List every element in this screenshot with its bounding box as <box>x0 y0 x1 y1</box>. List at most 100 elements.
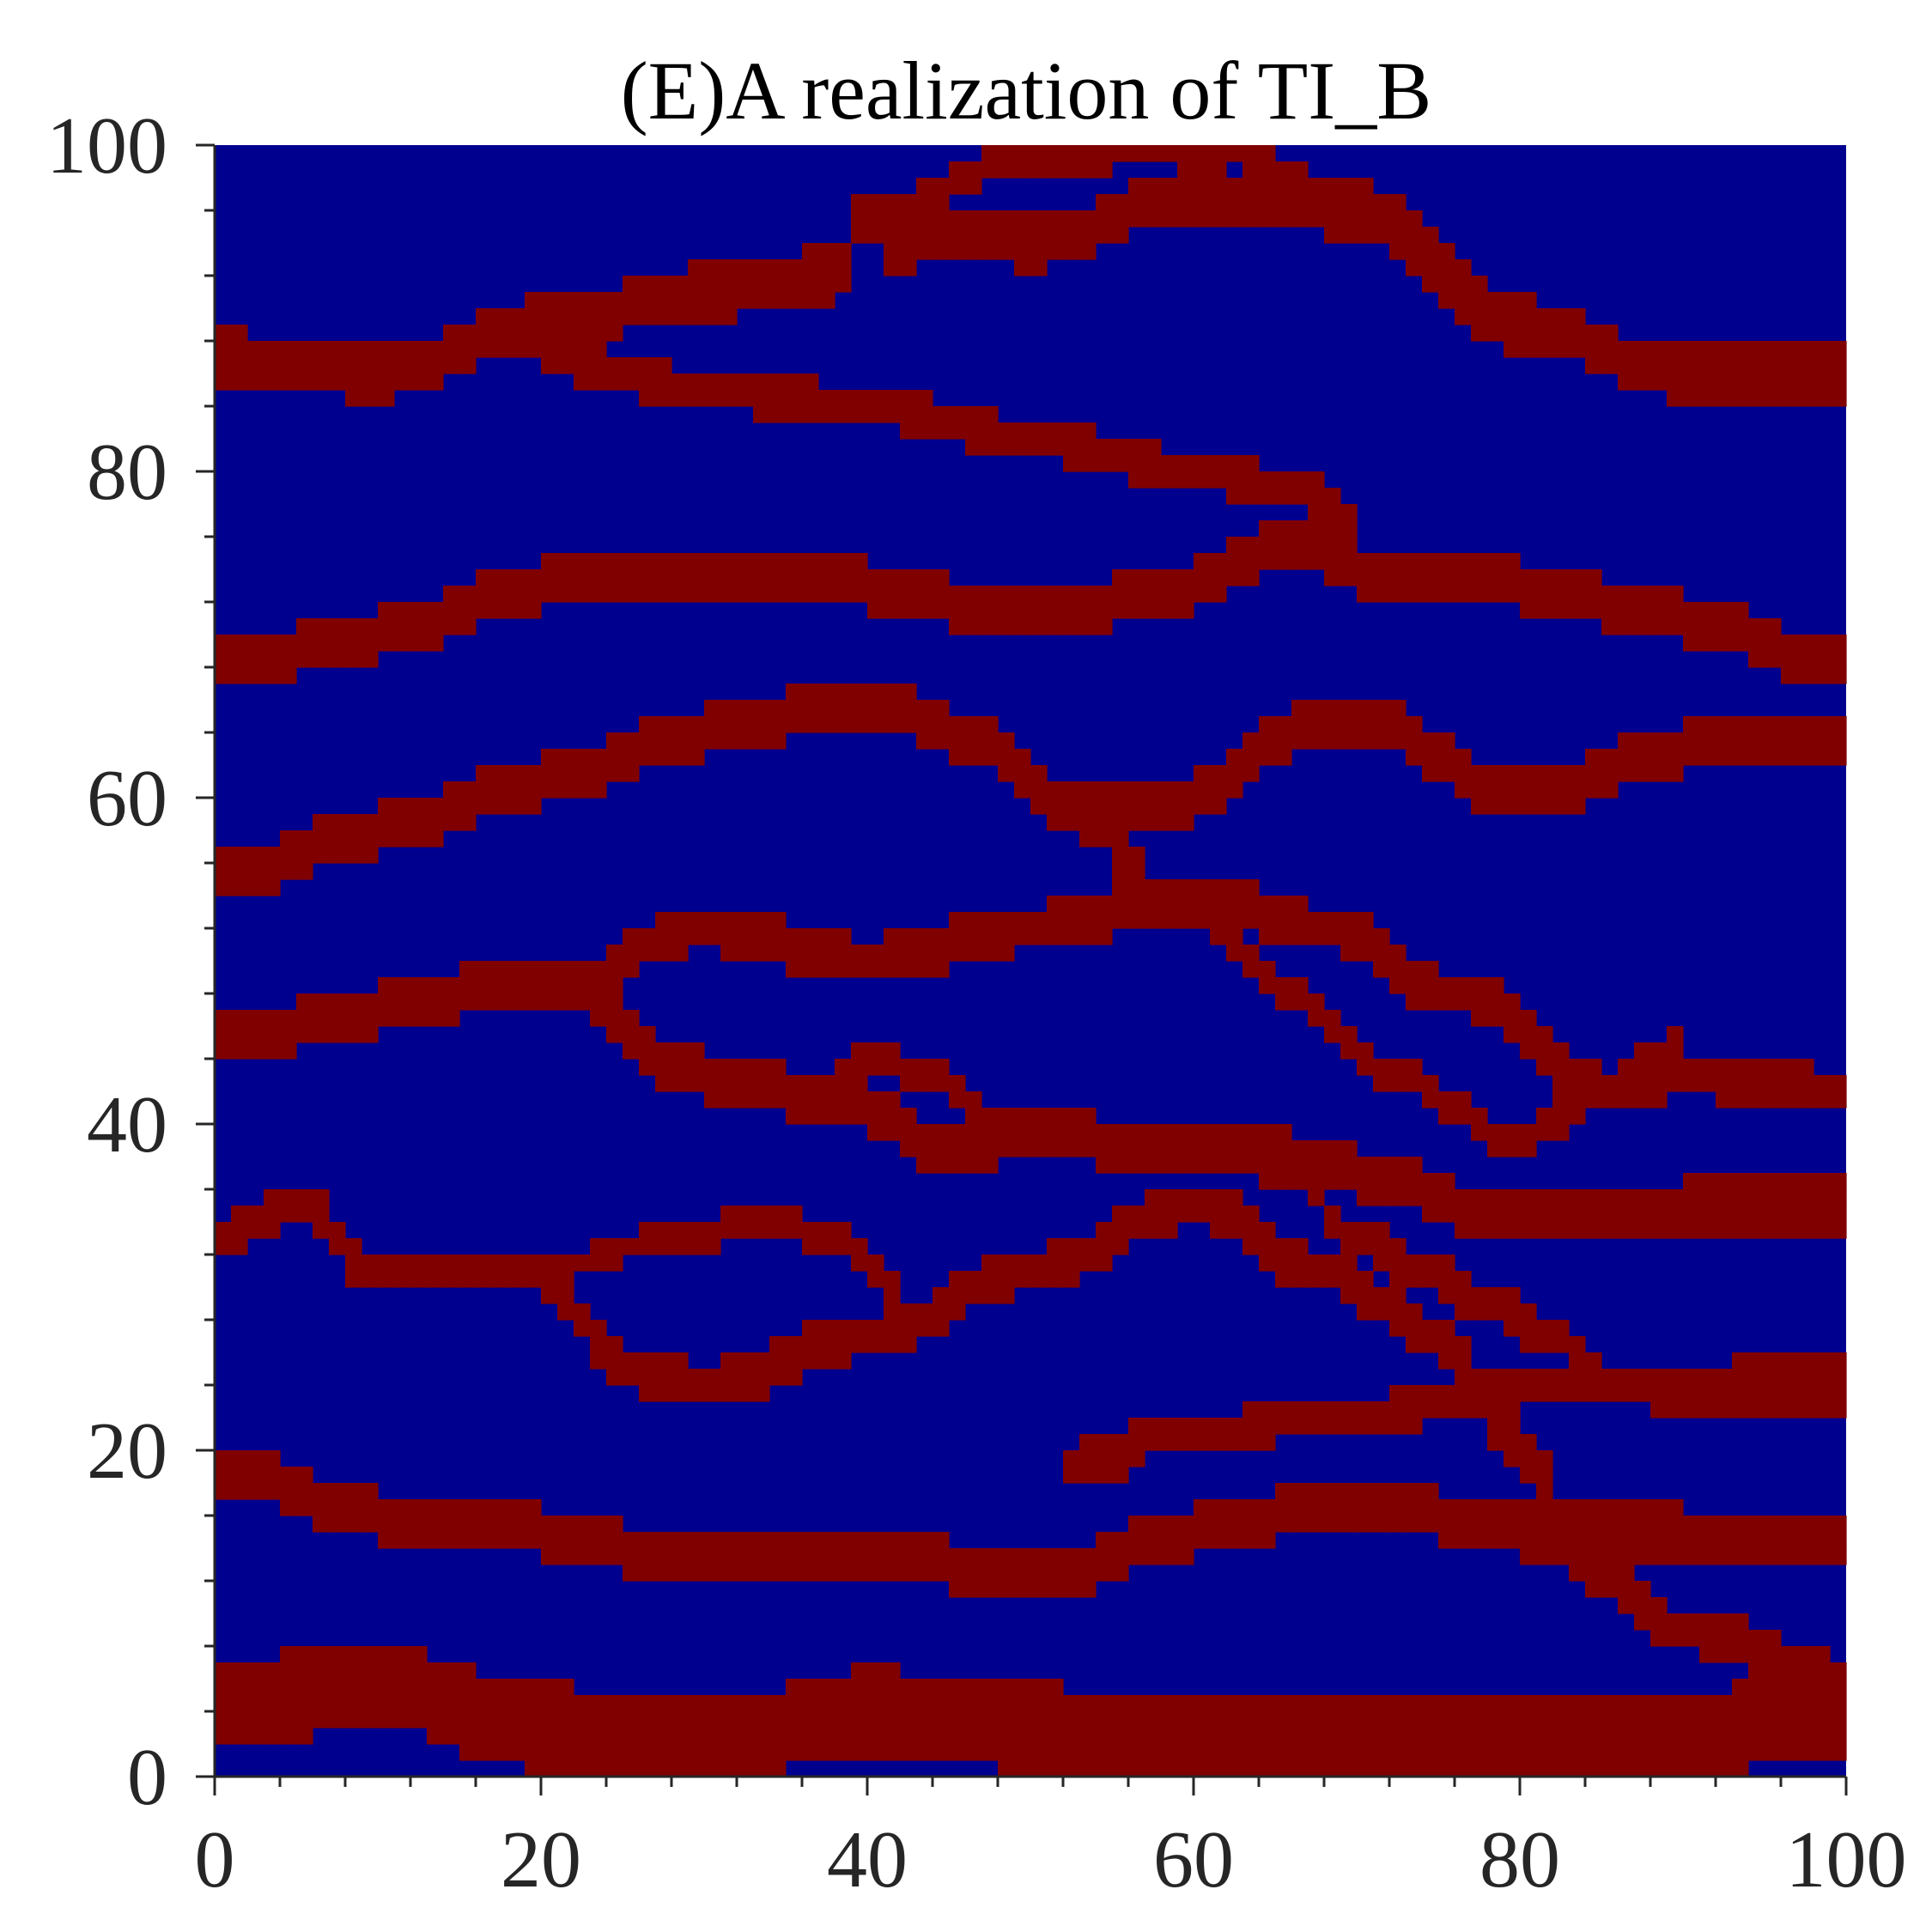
channel-cell <box>1242 1157 1260 1174</box>
channel-cell <box>1438 1695 1455 1712</box>
channel-cell <box>769 912 787 929</box>
channel-cell <box>1259 749 1276 766</box>
channel-cell <box>753 1744 770 1761</box>
channel-cell <box>1389 961 1406 978</box>
channel-cell <box>410 341 428 358</box>
channel-cell <box>916 406 933 423</box>
channel-cell <box>1324 553 1341 570</box>
channel-cell <box>949 1679 966 1696</box>
channel-cell <box>1585 1532 1602 1549</box>
channel-cell <box>394 1679 411 1696</box>
channel-cell <box>1732 357 1749 374</box>
channel-cell <box>1308 488 1325 505</box>
channel-cell <box>590 1516 607 1533</box>
channel-cell <box>1357 1059 1374 1076</box>
channel-cell <box>1128 210 1145 228</box>
channel-cell <box>1732 1760 1749 1777</box>
channel-cell <box>1765 1222 1782 1239</box>
channel-cell <box>949 602 966 619</box>
channel-cell <box>1406 716 1423 733</box>
channel-cell <box>1259 1173 1276 1190</box>
channel-cell <box>1128 194 1145 211</box>
channel-cell <box>1569 1760 1586 1777</box>
channel-cell <box>1128 1728 1145 1745</box>
channel-cell <box>1177 896 1194 913</box>
channel-cell <box>1373 1238 1390 1255</box>
channel-cell <box>1830 1401 1847 1419</box>
channel-cell <box>1765 1352 1782 1370</box>
channel-cell <box>1487 993 1504 1011</box>
channel-cell <box>476 341 493 358</box>
channel-cell <box>916 1320 933 1337</box>
channel-cell <box>1618 765 1635 782</box>
channel-cell <box>541 1255 558 1272</box>
channel-cell <box>606 325 623 342</box>
channel-cell <box>851 1091 868 1109</box>
channel-cell <box>1406 1760 1423 1777</box>
channel-cell <box>1177 1157 1194 1174</box>
channel-cell <box>1210 161 1227 179</box>
channel-cell <box>1422 1760 1439 1777</box>
channel-cell <box>1830 1679 1847 1696</box>
channel-cell <box>361 635 379 652</box>
channel-cell <box>1226 1695 1243 1712</box>
channel-cell <box>1569 325 1586 342</box>
channel-cell <box>949 586 966 603</box>
channel-cell <box>1226 1206 1243 1223</box>
channel-cell <box>1194 1124 1211 1141</box>
channel-cell <box>1716 1711 1733 1728</box>
channel-cell <box>753 390 770 407</box>
channel-cell <box>1145 1744 1162 1761</box>
channel-cell <box>231 1695 248 1712</box>
channel-cell <box>329 1516 346 1533</box>
channel-cell <box>1520 1369 1537 1386</box>
channel-cell <box>1406 993 1423 1011</box>
channel-cell <box>818 292 835 309</box>
channel-cell <box>1422 961 1439 978</box>
channel-cell <box>345 651 362 668</box>
channel-cell <box>1634 1499 1651 1516</box>
channel-cell <box>1128 1206 1145 1223</box>
channel-cell <box>1112 1157 1129 1174</box>
channel-cell <box>1389 1173 1406 1190</box>
channel-cell <box>949 618 966 635</box>
channel-cell <box>1438 1336 1455 1353</box>
channel-cell <box>671 1760 689 1777</box>
channel-cell <box>1732 1548 1749 1565</box>
channel-cell <box>1242 569 1260 586</box>
channel-cell <box>1471 1532 1488 1549</box>
channel-cell <box>802 292 819 309</box>
channel-cell <box>1112 1760 1129 1777</box>
channel-cell <box>590 961 607 978</box>
channel-cell <box>1504 1450 1521 1467</box>
channel-cell <box>1601 1206 1619 1223</box>
channel-cell <box>1422 1744 1439 1761</box>
channel-cell <box>606 292 623 309</box>
channel-cell <box>1373 961 1390 978</box>
channel-cell <box>1438 1108 1455 1125</box>
channel-cell <box>1275 471 1292 489</box>
channel-cell <box>786 1711 803 1728</box>
channel-cell <box>1112 569 1129 586</box>
channel-cell <box>1275 161 1292 179</box>
channel-cell <box>769 374 787 391</box>
channel-cell <box>1765 357 1782 374</box>
channel-cell <box>1650 1532 1668 1549</box>
channel-cell <box>981 1744 999 1761</box>
channel-cell <box>1373 1418 1390 1435</box>
channel-cell <box>1765 1532 1782 1549</box>
channel-cell <box>1585 1728 1602 1745</box>
channel-cell <box>1683 1532 1700 1549</box>
channel-cell <box>1765 635 1782 652</box>
channel-cell <box>1128 863 1145 880</box>
channel-cell <box>1667 1385 1684 1402</box>
channel-cell <box>1128 1532 1145 1549</box>
channel-cell <box>1014 928 1031 945</box>
channel-cell <box>884 1548 901 1565</box>
channel-cell <box>1830 390 1847 407</box>
channel-cell <box>1536 1320 1553 1337</box>
channel-cell <box>1161 1744 1178 1761</box>
channel-cell <box>1618 618 1635 635</box>
channel-cell <box>1455 1369 1472 1386</box>
